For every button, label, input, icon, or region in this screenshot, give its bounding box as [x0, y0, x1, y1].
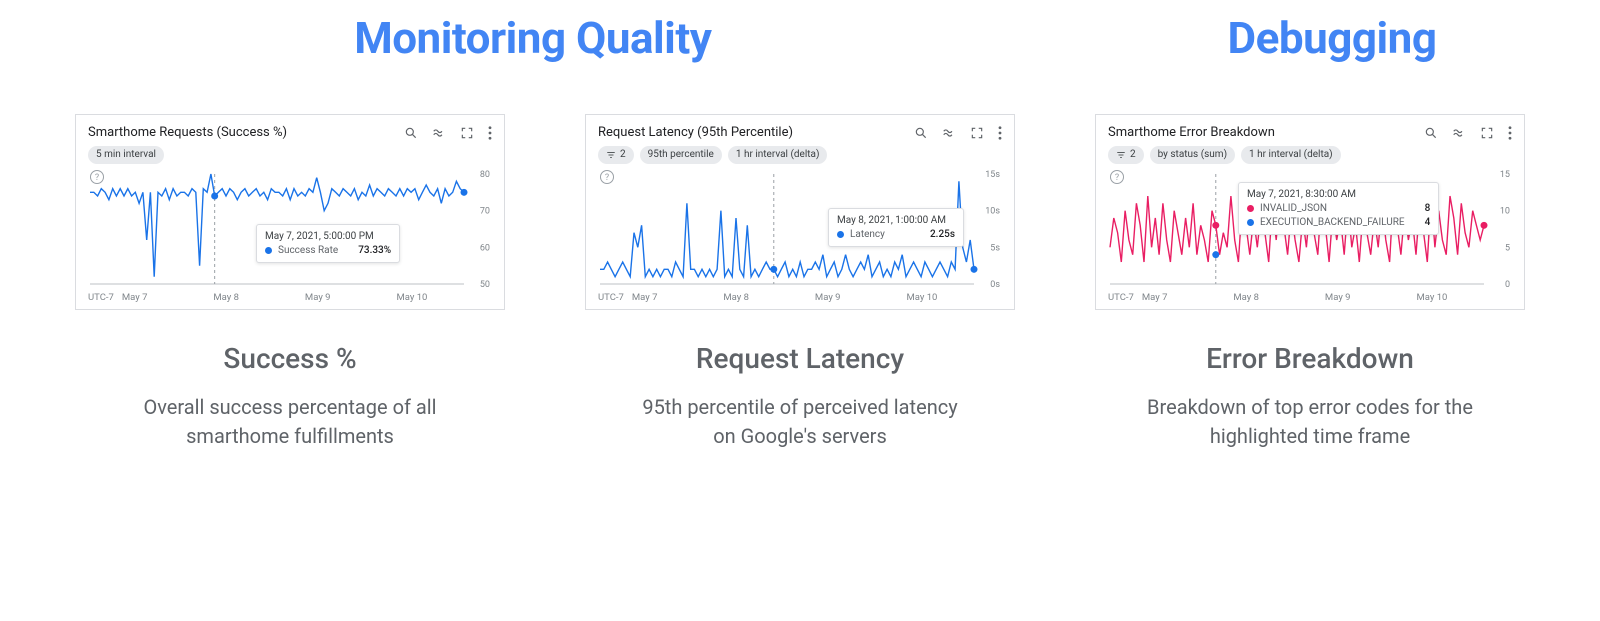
x-tick-label: May 10 [906, 292, 998, 303]
help-icon[interactable]: ? [90, 170, 104, 184]
x-tick-label: UTC-7 [88, 292, 122, 303]
fullscreen-icon[interactable] [460, 126, 474, 140]
svg-text:50: 50 [480, 280, 490, 288]
card-title: Request Latency (95th Percentile) [598, 125, 793, 140]
tooltip-value: 2.25s [916, 229, 955, 240]
more-icon[interactable] [998, 126, 1002, 140]
x-axis-labels: UTC-7May 7May 8May 9May 10 [88, 292, 492, 303]
chip-label: 95th percentile [648, 148, 714, 162]
caption-desc-errors: Breakdown of top error codes for the hig… [1140, 393, 1480, 451]
x-tick-label: May 7 [632, 292, 724, 303]
x-tick-label: May 7 [1142, 292, 1234, 303]
svg-text:0s: 0s [990, 280, 1000, 288]
chip-row: 2 by status (sum) 1 hr interval (delta) [1108, 146, 1512, 164]
chip-label: 1 hr interval (delta) [1249, 148, 1333, 162]
svg-text:80: 80 [480, 170, 490, 180]
approx-icon[interactable] [432, 126, 446, 140]
tooltip-time: May 7, 2021, 5:00:00 PM [265, 231, 391, 242]
caption-title-latency: Request Latency [696, 342, 904, 375]
x-axis-labels: UTC-7May 7May 8May 9May 10 [598, 292, 1002, 303]
svg-text:15s: 15s [985, 170, 1000, 180]
search-icon[interactable] [404, 126, 418, 140]
tooltip-label: Success Rate [278, 245, 338, 256]
chart-card-latency: Request Latency (95th Percentile) 2 95th p… [585, 114, 1015, 310]
tooltip-swatch [1247, 219, 1254, 226]
tooltip-label: Latency [850, 229, 910, 240]
tooltip-time: May 7, 2021, 8:30:00 AM [1247, 189, 1430, 200]
svg-text:10s: 10s [985, 207, 1000, 217]
x-tick-label: May 10 [1416, 292, 1508, 303]
search-icon[interactable] [1424, 126, 1438, 140]
filter-chip[interactable]: 2 [598, 146, 634, 164]
svg-text:15: 15 [1500, 170, 1510, 180]
filter-chip[interactable]: 1 hr interval (delta) [1241, 146, 1341, 164]
svg-text:60: 60 [480, 243, 490, 253]
x-tick-label: May 8 [213, 292, 305, 303]
svg-text:0: 0 [1505, 280, 1510, 288]
x-tick-label: May 9 [815, 292, 907, 303]
heading-debugging: Debugging [1066, 12, 1599, 64]
x-tick-label: May 8 [723, 292, 815, 303]
chart-tooltip: May 8, 2021, 1:00:00 AM Latency 2.25s [828, 208, 964, 247]
filter-chip[interactable]: 95th percentile [640, 146, 722, 164]
chip-row: 2 95th percentile 1 hr interval (delta) [598, 146, 1002, 164]
x-tick-label: May 10 [396, 292, 488, 303]
more-icon[interactable] [488, 126, 492, 140]
search-icon[interactable] [914, 126, 928, 140]
tooltip-label: EXECUTION_BACKEND_FAILURE [1260, 217, 1405, 228]
tooltip-label: INVALID_JSON [1260, 203, 1327, 214]
help-icon[interactable]: ? [600, 170, 614, 184]
card-title: Smarthome Error Breakdown [1108, 125, 1275, 140]
fullscreen-icon[interactable] [1480, 126, 1494, 140]
more-icon[interactable] [1508, 126, 1512, 140]
filter-chip[interactable]: 1 hr interval (delta) [728, 146, 828, 164]
chart-success[interactable]: ? 50 60 70 80 May 7, 2021, 5:00:00 PM Succe… [88, 168, 492, 288]
tooltip-time: May 8, 2021, 1:00:00 AM [837, 215, 955, 226]
x-tick-label: May 7 [122, 292, 214, 303]
caption-desc-latency: 95th percentile of perceived latency on … [630, 393, 970, 451]
caption-title-success: Success % [223, 342, 356, 375]
help-icon[interactable]: ? [1110, 170, 1124, 184]
x-tick-label: UTC-7 [1108, 292, 1142, 303]
chip-label: by status (sum) [1158, 148, 1227, 162]
chart-card-success: Smarthome Requests (Success %) 5 min inte… [75, 114, 505, 310]
approx-icon[interactable] [1452, 126, 1466, 140]
svg-text:10: 10 [1500, 207, 1510, 217]
svg-text:5: 5 [1505, 243, 1510, 253]
filter-chip[interactable]: by status (sum) [1150, 146, 1235, 164]
caption-desc-success: Overall success percentage of all smarth… [120, 393, 460, 451]
chart-latency[interactable]: ? 0s 5s 10s 15s May 8, 2021, 1:00:00 AM Lat… [598, 168, 1002, 288]
x-tick-label: May 8 [1233, 292, 1325, 303]
chip-label: 2 [620, 148, 626, 162]
heading-monitoring: Monitoring Quality [0, 12, 1066, 64]
x-tick-label: May 9 [1325, 292, 1417, 303]
fullscreen-icon[interactable] [970, 126, 984, 140]
chart-tooltip: May 7, 2021, 5:00:00 PM Success Rate 73.… [256, 224, 400, 263]
svg-text:5s: 5s [990, 243, 1000, 253]
tooltip-swatch [1247, 205, 1254, 212]
chart-errors[interactable]: ? 0 5 10 15 May 7, 2021, 8:30:00 AM INVALID… [1108, 168, 1512, 288]
filter-chip[interactable]: 5 min interval [88, 146, 164, 164]
x-tick-label: May 9 [305, 292, 397, 303]
filter-chip[interactable]: 2 [1108, 146, 1144, 164]
tooltip-swatch [837, 231, 844, 238]
chip-label: 1 hr interval (delta) [736, 148, 820, 162]
x-axis-labels: UTC-7May 7May 8May 9May 10 [1108, 292, 1512, 303]
approx-icon[interactable] [942, 126, 956, 140]
x-tick-label: UTC-7 [598, 292, 632, 303]
chart-tooltip: May 7, 2021, 8:30:00 AM INVALID_JSON 8 E… [1238, 182, 1439, 235]
filter-icon [606, 150, 616, 160]
tooltip-swatch [265, 247, 272, 254]
filter-icon [1116, 150, 1126, 160]
chip-row: 5 min interval [88, 146, 492, 164]
card-title: Smarthome Requests (Success %) [88, 125, 287, 140]
caption-title-errors: Error Breakdown [1206, 342, 1414, 375]
chip-label: 5 min interval [96, 148, 156, 162]
chart-card-errors: Smarthome Error Breakdown 2 by status (sum… [1095, 114, 1525, 310]
tooltip-value: 4 [1411, 217, 1431, 228]
tooltip-value: 73.33% [344, 245, 391, 256]
tooltip-value: 8 [1411, 203, 1431, 214]
svg-text:70: 70 [480, 207, 490, 217]
chip-label: 2 [1130, 148, 1136, 162]
